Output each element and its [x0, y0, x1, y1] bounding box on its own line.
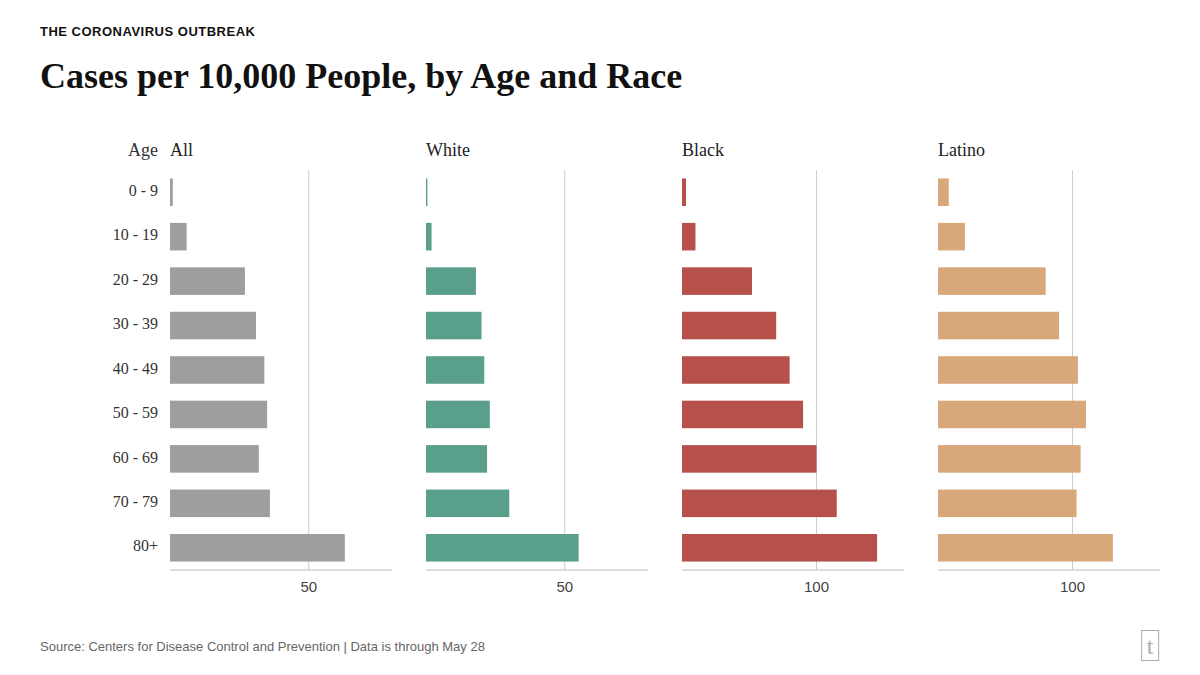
subtitle: THE CORONAVIRUS OUTBREAK	[40, 24, 256, 39]
axis-line	[426, 570, 648, 571]
background	[0, 0, 1200, 675]
bar	[170, 401, 267, 429]
tick-label: 50	[300, 578, 317, 595]
bar	[170, 490, 270, 518]
bar	[426, 223, 432, 251]
category-label: 30 - 39	[113, 315, 158, 332]
bar	[938, 267, 1046, 295]
bar	[682, 267, 752, 295]
source: Source: Centers for Disease Control and …	[40, 639, 485, 654]
category-label: 0 - 9	[129, 182, 158, 199]
tick-label: 100	[1060, 578, 1085, 595]
panel-title: All	[170, 140, 193, 160]
tick-label: 100	[804, 578, 829, 595]
bar	[938, 178, 949, 206]
annotation: t	[1147, 633, 1154, 659]
category-label: 80+	[133, 537, 158, 554]
bar	[682, 401, 803, 429]
bar	[682, 356, 790, 384]
axis-line	[170, 570, 392, 571]
panel-title: Black	[682, 140, 724, 160]
category-label: 10 - 19	[113, 226, 158, 243]
bar	[170, 267, 245, 295]
bar	[682, 534, 877, 562]
category-axis: 0 - 9 10 - 19 20 - 29 30 - 39 40 - 49 50 - 59…	[113, 182, 158, 555]
bar	[170, 223, 187, 251]
bar	[426, 534, 579, 562]
axis-line	[938, 570, 1160, 571]
bar	[682, 445, 817, 473]
bars	[170, 178, 345, 561]
panel: Latino 100	[938, 140, 1160, 595]
bar	[938, 312, 1059, 340]
panel-title: Latino	[938, 140, 985, 160]
bar	[938, 534, 1113, 562]
bar	[938, 356, 1078, 384]
bar	[938, 445, 1081, 473]
grid-line	[308, 170, 309, 570]
bar	[426, 267, 476, 295]
bar	[426, 445, 487, 473]
bar	[426, 312, 482, 340]
logo-frame	[1142, 631, 1159, 661]
panel-title: White	[426, 140, 470, 160]
panel: Black 100	[682, 140, 904, 595]
bar	[426, 178, 427, 206]
bar	[682, 223, 695, 251]
panel: White 50	[426, 140, 648, 595]
bar	[938, 490, 1077, 518]
bars	[426, 178, 579, 561]
bar	[938, 401, 1086, 429]
bar	[170, 356, 264, 384]
bar	[682, 178, 686, 206]
category-label: 50 - 59	[113, 404, 158, 421]
bar	[426, 356, 484, 384]
category-label: 40 - 49	[113, 360, 158, 377]
title: Cases per 10,000 People, by Age and Race	[40, 56, 682, 96]
bars	[938, 178, 1113, 561]
chart: THE CORONAVIRUS OUTBREAK Cases per 10,000…	[0, 0, 1200, 675]
bar	[426, 490, 509, 518]
category-label: 20 - 29	[113, 271, 158, 288]
panel: All 50	[170, 140, 392, 595]
bar	[426, 401, 490, 429]
bar	[682, 312, 776, 340]
bar	[938, 223, 965, 251]
bar	[170, 534, 345, 562]
bar	[682, 490, 837, 518]
bar	[170, 312, 256, 340]
axis-line	[682, 570, 904, 571]
grid-line	[564, 170, 565, 570]
axis-label: Age	[128, 140, 158, 160]
category-label: 60 - 69	[113, 449, 158, 466]
bar	[170, 445, 259, 473]
logo: t	[1142, 631, 1159, 661]
tick-label: 50	[556, 578, 573, 595]
category-label: 70 - 79	[113, 493, 158, 510]
bar	[170, 178, 173, 206]
bars	[682, 178, 877, 561]
